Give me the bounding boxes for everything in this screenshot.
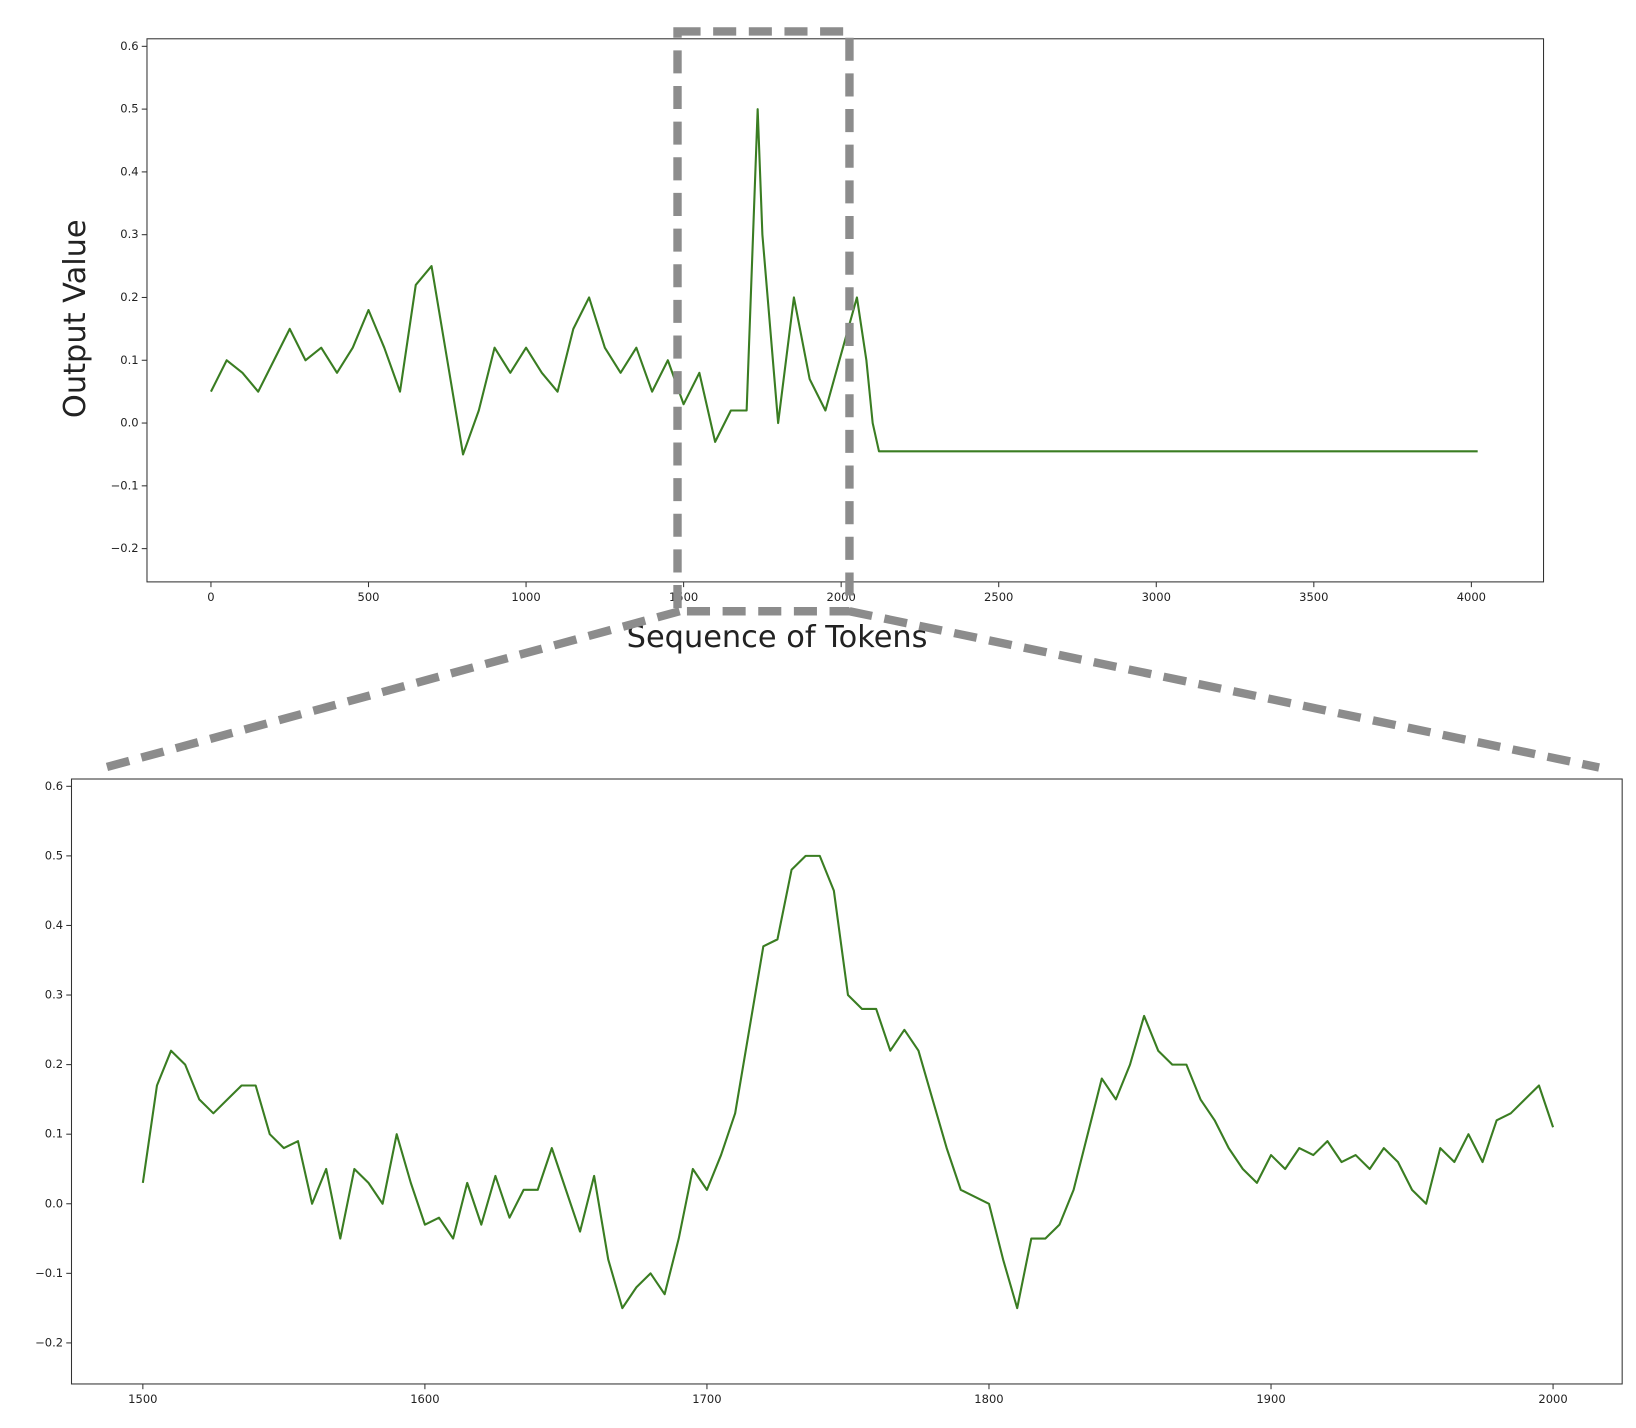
y-tick-label: 0.2 bbox=[120, 290, 138, 304]
chart: 0 500 1000 1500 2000 2500 3000 3500 4000−0.2−0.1… bbox=[58, 38, 1545, 655]
data-line bbox=[210, 108, 1478, 456]
x-tick-label: 500 bbox=[358, 590, 380, 604]
zoom-line bbox=[103, 607, 681, 772]
y-tick-label: 0.1 bbox=[120, 353, 138, 367]
zoom-line bbox=[848, 607, 1600, 772]
x-tick-label: 1900 bbox=[1256, 1392, 1285, 1406]
x-tick-label: 0 bbox=[207, 590, 214, 604]
plot-area bbox=[141, 854, 1555, 1310]
y-tick-label: 0.6 bbox=[45, 779, 63, 793]
x-tick-label: 1000 bbox=[511, 590, 540, 604]
y-tick-label: 0.4 bbox=[120, 164, 138, 178]
y-tick-label: 0.1 bbox=[45, 1127, 63, 1141]
x-tick-label: 4000 bbox=[1457, 590, 1486, 604]
y-axis-label: Output Value bbox=[58, 219, 93, 418]
x-tick-label: 2500 bbox=[984, 590, 1013, 604]
y-tick-label: 0.3 bbox=[120, 227, 138, 241]
zoom-box bbox=[673, 27, 854, 616]
axes-frame bbox=[70, 778, 1623, 1385]
y-tick-label: 0.2 bbox=[45, 1057, 63, 1071]
y-tick-label: 0.4 bbox=[45, 918, 63, 932]
y-tick-label: −0.1 bbox=[35, 1266, 63, 1280]
x-tick-label: 1500 bbox=[128, 1392, 157, 1406]
x-tick-label: 2000 bbox=[1538, 1392, 1567, 1406]
y-tick-label: 0.6 bbox=[120, 39, 138, 53]
x-tick-label: 1700 bbox=[692, 1392, 721, 1406]
x-tick-label: 3000 bbox=[1142, 590, 1171, 604]
y-tick-label: 0.5 bbox=[120, 102, 138, 116]
x-tick-label: 1800 bbox=[974, 1392, 1003, 1406]
zoom-indicator bbox=[103, 27, 1600, 772]
chart: 1500 1600 1700 1800 1900 2000 −0.2 −0.1 0.0 0.1 0.… bbox=[35, 778, 1623, 1406]
y-tick-label: −0.2 bbox=[111, 541, 139, 555]
y-tick-label: 0.0 bbox=[45, 1196, 63, 1210]
y-tick-label: 0.5 bbox=[45, 848, 63, 862]
y-tick-label: 0.0 bbox=[120, 416, 138, 430]
plot-area bbox=[210, 108, 1478, 456]
y-tick-label: 0.3 bbox=[45, 988, 63, 1002]
y-tick-label: −0.2 bbox=[35, 1335, 63, 1349]
x-tick-label: 1600 bbox=[410, 1392, 439, 1406]
x-axis-label: Sequence of Tokens bbox=[627, 620, 928, 655]
x-tick-label: 3500 bbox=[1299, 590, 1328, 604]
data-line bbox=[141, 854, 1555, 1310]
y-tick-label: −0.1 bbox=[111, 478, 139, 492]
